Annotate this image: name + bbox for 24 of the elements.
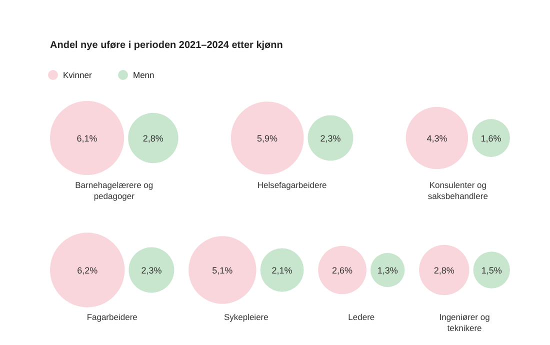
data-label: 1,3% — [377, 266, 398, 276]
category-label: Sykepleiere — [224, 312, 269, 322]
data-label: 6,2% — [77, 266, 98, 276]
data-label: 2,6% — [332, 266, 353, 276]
data-label: 5,1% — [212, 266, 233, 276]
category-label: Fagarbeidere — [86, 312, 138, 322]
data-label: 2,1% — [272, 266, 292, 276]
text: Andel nye uføre i perioden 2021–2024 etter kjønn — [50, 40, 283, 51]
category-label: Ledere — [348, 312, 375, 322]
data-label: 5,9% — [257, 134, 278, 144]
category-label: Helsefagarbeidere — [257, 180, 328, 190]
legend-label: Menn — [133, 70, 155, 80]
data-label: 1,5% — [481, 266, 502, 276]
legend-label: Kvinner — [63, 70, 92, 80]
data-label: 1,6% — [480, 134, 502, 144]
data-label: 2,3% — [141, 266, 162, 276]
category-label: Barnehagelærere og pedagoger — [75, 180, 154, 201]
data-label: 6,1% — [76, 134, 98, 144]
data-label: 2,8% — [434, 266, 454, 276]
data-label: 4,3% — [426, 134, 448, 144]
data-label: 2,8% — [142, 134, 164, 144]
data-label: 2,3% — [320, 134, 341, 144]
category-label: Konsulenter og saksbehandlere — [428, 180, 488, 201]
category-label: Ingeniører og teknikere — [439, 312, 490, 333]
